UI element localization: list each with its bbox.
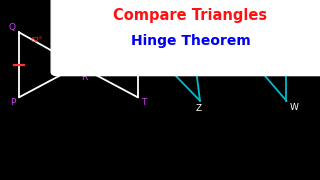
- Text: 46°: 46°: [197, 31, 210, 37]
- Text: Hinge Theorem: Hinge Theorem: [131, 33, 250, 48]
- Text: P: P: [10, 98, 15, 107]
- Text: 62°: 62°: [30, 37, 43, 43]
- Text: 67°: 67°: [107, 37, 120, 43]
- Text: W: W: [290, 103, 299, 112]
- Text: Z: Z: [195, 104, 202, 113]
- Text: R: R: [81, 73, 87, 82]
- Text: X: X: [187, 14, 194, 22]
- Text: 68°: 68°: [241, 46, 253, 52]
- FancyBboxPatch shape: [51, 0, 320, 76]
- Text: S: S: [141, 22, 147, 32]
- Text: Y: Y: [150, 57, 156, 66]
- Text: U: U: [226, 31, 232, 40]
- Text: Q: Q: [8, 22, 15, 32]
- Text: V: V: [290, 14, 296, 23]
- Text: T: T: [141, 98, 147, 107]
- Text: Compare Triangles: Compare Triangles: [113, 8, 268, 23]
